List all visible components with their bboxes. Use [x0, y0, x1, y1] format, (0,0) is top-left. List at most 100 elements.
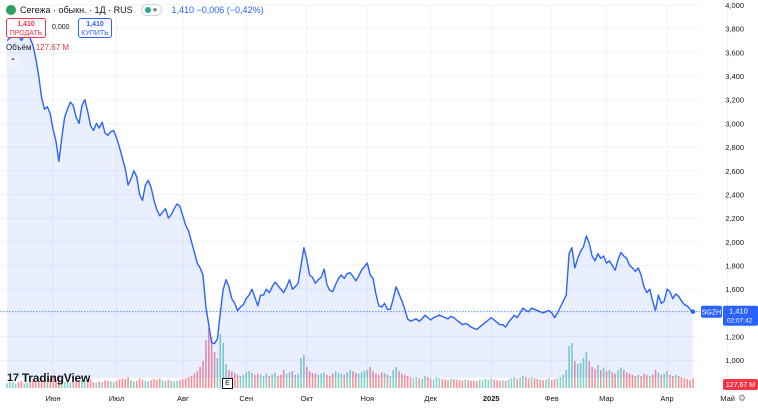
volume-bar: [692, 378, 694, 388]
volume-bar: [571, 343, 573, 388]
volume-bar: [648, 376, 651, 388]
buy-button[interactable]: 1,410 КУПИТЬ: [78, 18, 112, 38]
volume-bar: [109, 381, 112, 388]
y-tick-label: 2,200: [725, 214, 744, 223]
symbol-badge-text: SGZH: [702, 310, 721, 317]
market-open-icon: [144, 7, 151, 13]
instrument-title: Сегежа · обыкн. · 1Д · RUS: [20, 5, 133, 15]
volume-bar: [245, 372, 248, 388]
volume-legend[interactable]: Объём 127,67 M: [6, 43, 69, 52]
volume-bar: [104, 380, 106, 388]
volume-bar: [478, 379, 481, 388]
volume-bar: [380, 372, 383, 388]
volume-bar: [196, 371, 199, 388]
y-tick-label: 3,000: [725, 119, 744, 128]
volume-bar: [363, 371, 366, 388]
volume-bar: [343, 374, 346, 388]
volume-bar: [176, 380, 178, 388]
price-quote: 1,410 −0,006 (−0,42%): [171, 5, 264, 15]
volume-bar: [239, 376, 242, 388]
volume-bar: [317, 374, 320, 388]
volume-bar: [666, 371, 668, 388]
volume-bar: [130, 380, 132, 388]
volume-bar: [303, 355, 305, 388]
tradingview-wordmark: TradingView: [21, 371, 91, 385]
volume-bar: [536, 379, 539, 388]
axis-badges: SGZH 1,410 02:07:42 127,67 M: [701, 305, 758, 390]
gear-icon[interactable]: ⚙: [738, 393, 747, 403]
volume-bar: [458, 380, 461, 388]
volume-bar: [424, 376, 426, 388]
volume-bar: [398, 371, 400, 388]
volume-bar: [173, 381, 175, 388]
market-status-toggle[interactable]: ●: [140, 4, 162, 16]
volume-bar: [179, 380, 181, 388]
volume-bar: [372, 371, 374, 388]
volume-bar: [26, 382, 28, 388]
volume-bar: [297, 373, 299, 388]
volume-bar: [501, 380, 504, 388]
volume-bar: [637, 374, 640, 388]
volume-bar: [138, 378, 141, 388]
volume-bar: [406, 376, 409, 388]
spread-value: 0,000: [52, 24, 70, 31]
volume-bar: [499, 380, 501, 388]
volume-bar: [438, 378, 441, 388]
countdown-text: 02:07:42: [727, 318, 753, 325]
volume-bar: [579, 362, 582, 388]
volume-bar: [484, 379, 487, 388]
volume-bar: [473, 380, 475, 388]
volume-bar: [510, 378, 513, 388]
volume-bar: [216, 358, 219, 388]
volume-bar: [441, 379, 444, 388]
buy-label: КУПИТЬ: [81, 30, 109, 37]
tradingview-logo[interactable]: 17 TradingView: [7, 371, 90, 385]
volume-bar: [184, 378, 187, 388]
volume-bar: [11, 382, 14, 388]
time-axis[interactable]: Июн Июл Авг Сен Окт Ноя Дек 2025 Фев Мар Апр Май: [46, 394, 735, 403]
tradingview-mark: 17: [7, 372, 19, 384]
volume-bar: [294, 374, 297, 388]
volume-bar: [429, 378, 432, 388]
volume-bar: [539, 379, 542, 388]
volume-bar: [69, 382, 72, 388]
volume-bar: [533, 378, 536, 388]
volume-bar: [545, 379, 547, 388]
volume-bar: [182, 379, 184, 388]
price-line: [6, 30, 694, 345]
chevron-up-icon[interactable]: ⌃: [6, 56, 20, 68]
earnings-marker[interactable]: E: [222, 378, 233, 389]
volume-bar: [75, 379, 77, 388]
volume-bar: [418, 378, 420, 388]
volume-bar: [207, 328, 210, 388]
volume-bar: [651, 374, 654, 388]
volume-bar: [487, 379, 490, 388]
sell-button[interactable]: 1,410 ПРОДАТЬ: [6, 18, 46, 38]
y-tick-label: 3,200: [725, 96, 744, 105]
x-tick-label: Мар: [599, 394, 614, 403]
volume-bar: [242, 374, 245, 388]
volume-bar: [308, 371, 311, 388]
last-price-text: 1,410: [729, 307, 748, 316]
volume-bar: [60, 380, 63, 388]
volume-bar: [669, 374, 671, 388]
volume-bar: [84, 381, 86, 388]
volume-label: Объём: [6, 43, 32, 52]
volume-bar: [66, 381, 69, 388]
volume-bar: [409, 377, 412, 388]
y-tick-label: 4,000: [725, 1, 744, 10]
volume-bar: [605, 371, 608, 388]
x-tick-label: Сен: [239, 394, 253, 403]
volume-bar: [597, 365, 599, 388]
volume-bar: [513, 377, 516, 388]
symbol-header[interactable]: Сегежа · обыкн. · 1Д · RUS ● 1,410 −0,00…: [6, 3, 264, 17]
volume-bar: [680, 377, 683, 388]
volume-bar: [602, 367, 605, 388]
volume-bar: [236, 374, 239, 388]
x-tick-label: Май: [720, 394, 735, 403]
volume-bar: [277, 376, 279, 388]
x-tick-label: Окт: [300, 394, 313, 403]
volume-bar: [556, 378, 559, 388]
volume-bar: [591, 367, 593, 388]
